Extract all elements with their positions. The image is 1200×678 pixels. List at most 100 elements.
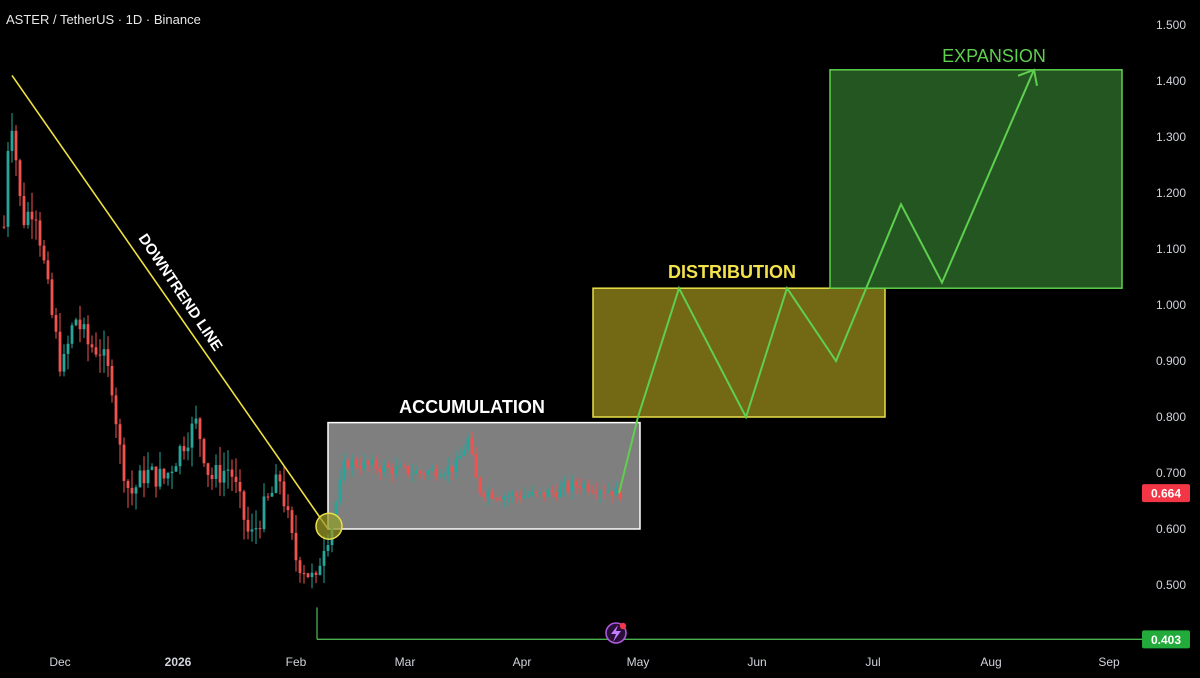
candle-body bbox=[234, 476, 238, 482]
zone-expansion bbox=[829, 69, 1123, 289]
candle-body bbox=[610, 491, 614, 496]
candle-body bbox=[458, 455, 462, 460]
candle-body bbox=[398, 465, 402, 467]
candle-body bbox=[338, 479, 342, 503]
candle-body bbox=[542, 492, 546, 497]
candle-body bbox=[378, 468, 382, 473]
candle-body bbox=[158, 468, 162, 487]
x-tick-label: Mar bbox=[395, 655, 416, 669]
candle-body bbox=[558, 487, 562, 497]
candle-body bbox=[302, 573, 306, 575]
candle-body bbox=[38, 220, 42, 246]
y-tick-label: 0.500 bbox=[1156, 578, 1186, 592]
candle-body bbox=[594, 491, 598, 494]
candle-body bbox=[574, 481, 578, 487]
candle-body bbox=[462, 450, 466, 456]
candle-body bbox=[366, 461, 370, 465]
candle-body bbox=[198, 418, 202, 440]
candle-body bbox=[194, 418, 198, 424]
candle-body bbox=[566, 482, 570, 491]
x-tick-label: Jul bbox=[865, 655, 880, 669]
zone-accumulation bbox=[327, 421, 641, 530]
candle-body bbox=[278, 474, 282, 482]
projection-arrowhead bbox=[1017, 68, 1038, 86]
breakout-marker bbox=[315, 512, 343, 540]
candle-body bbox=[70, 325, 74, 344]
candle-body bbox=[358, 466, 362, 469]
candle-body bbox=[494, 498, 498, 500]
candle-body bbox=[54, 315, 58, 332]
candle-body bbox=[46, 260, 50, 280]
candle-body bbox=[74, 319, 78, 326]
candle-body bbox=[306, 573, 310, 578]
candle-body bbox=[590, 490, 594, 492]
candle-body bbox=[22, 196, 26, 226]
y-tick-label: 1.300 bbox=[1156, 130, 1186, 144]
candle-body bbox=[386, 464, 390, 468]
candle-body bbox=[230, 469, 234, 477]
candle-body bbox=[258, 528, 262, 530]
candle-body bbox=[154, 466, 158, 487]
candle-body bbox=[478, 477, 482, 494]
candle-body bbox=[210, 474, 214, 480]
candle-body bbox=[426, 470, 430, 475]
candle-body bbox=[318, 565, 322, 575]
candle-body bbox=[434, 469, 438, 477]
candle-body bbox=[98, 354, 102, 356]
candle-body bbox=[522, 495, 526, 499]
x-tick-label: Jun bbox=[747, 655, 766, 669]
candle-body bbox=[374, 460, 378, 469]
x-tick-label: Apr bbox=[513, 655, 532, 669]
candle-body bbox=[534, 491, 538, 493]
y-tick-label: 1.200 bbox=[1156, 186, 1186, 200]
candle-body bbox=[586, 483, 590, 491]
candle-body bbox=[242, 491, 246, 520]
projection-path bbox=[618, 69, 1035, 494]
candle-body bbox=[482, 493, 486, 497]
candle-body bbox=[78, 319, 82, 330]
candle-body bbox=[474, 454, 478, 478]
zone-label-expansion: EXPANSION bbox=[942, 46, 1046, 66]
candle-body bbox=[118, 424, 122, 445]
candle-body bbox=[146, 469, 150, 484]
candle-body bbox=[498, 498, 502, 501]
candle-body bbox=[518, 495, 522, 499]
y-tick-label: 0.900 bbox=[1156, 354, 1186, 368]
candle-body bbox=[182, 446, 186, 452]
candle-body bbox=[26, 211, 30, 226]
candle-body bbox=[110, 365, 114, 396]
candle-body bbox=[66, 343, 70, 354]
candle-body bbox=[170, 471, 174, 474]
candle-body bbox=[334, 502, 338, 522]
candle-body bbox=[526, 495, 530, 497]
candle-body bbox=[486, 491, 490, 497]
candle-body bbox=[454, 459, 458, 472]
candle-body bbox=[90, 344, 94, 348]
candle-body bbox=[226, 469, 230, 471]
x-tick-label: Dec bbox=[49, 655, 70, 669]
y-tick-label: 0.800 bbox=[1156, 410, 1186, 424]
zone-label-distribution: DISTRIBUTION bbox=[668, 262, 796, 282]
candle-body bbox=[554, 492, 558, 497]
zone-label-accumulation: ACCUMULATION bbox=[399, 397, 545, 417]
downtrend-label: DOWNTREND LINE bbox=[135, 231, 226, 354]
candle-body bbox=[438, 475, 442, 477]
candle-body bbox=[578, 486, 582, 489]
y-tick-label: 1.500 bbox=[1156, 18, 1186, 32]
candle-body bbox=[362, 461, 366, 469]
candle-body bbox=[442, 474, 446, 476]
candle-body bbox=[602, 491, 606, 493]
candle-body bbox=[218, 465, 222, 483]
candle-body bbox=[2, 226, 6, 228]
candle-body bbox=[94, 347, 98, 355]
candle-body bbox=[350, 460, 354, 468]
candle-body bbox=[546, 490, 550, 497]
candle-body bbox=[310, 572, 314, 578]
candle-body bbox=[206, 463, 210, 475]
candle-body bbox=[142, 470, 146, 484]
lightning-bolt-icon bbox=[611, 625, 621, 642]
candle-body bbox=[86, 324, 90, 345]
candle-body bbox=[370, 460, 374, 465]
candle-body bbox=[298, 560, 302, 574]
